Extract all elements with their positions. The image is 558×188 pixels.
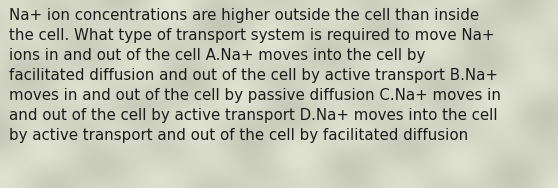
Text: Na+ ion concentrations are higher outside the cell than inside
the cell. What ty: Na+ ion concentrations are higher outsid… xyxy=(9,8,501,143)
